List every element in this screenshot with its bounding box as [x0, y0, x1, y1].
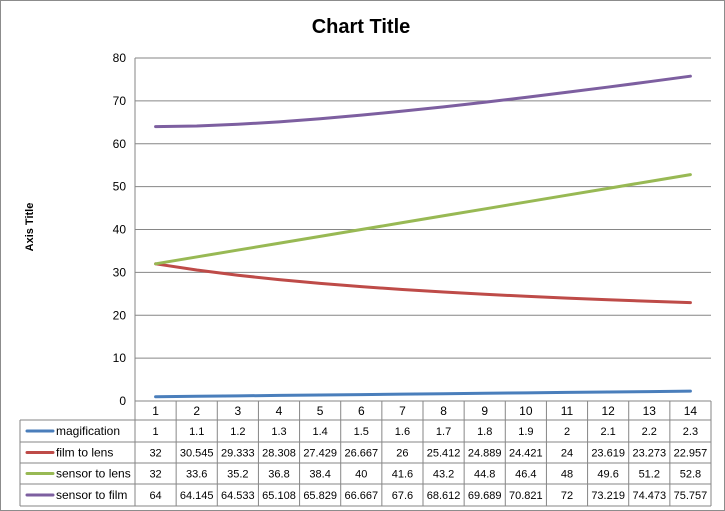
table-cell: 32	[149, 448, 161, 460]
y-tick-label: 50	[113, 180, 127, 194]
table-cell: 73.219	[591, 490, 625, 502]
table-cell: 48	[561, 469, 573, 481]
table-cell: 65.108	[262, 490, 296, 502]
series-line	[154, 74, 692, 129]
legend-label: magification	[56, 424, 120, 438]
legend-label: sensor to film	[56, 488, 127, 502]
table-cell: 2.2	[642, 426, 657, 438]
table-cell: 30.545	[180, 448, 214, 460]
series-line	[154, 389, 692, 399]
table-cell: 65.829	[303, 490, 337, 502]
table-cell: 26	[396, 448, 408, 460]
table-cell: 24.421	[509, 448, 543, 460]
table-cell: 64	[149, 490, 161, 502]
y-axis-title: Axis Title	[24, 203, 36, 252]
series-lines	[154, 74, 692, 399]
legend-label: sensor to lens	[56, 467, 131, 481]
table-cell: 1.7	[436, 426, 451, 438]
table-cell: 23.619	[591, 448, 625, 460]
table-cell: 1.3	[271, 426, 286, 438]
x-tick-label: 5	[317, 404, 324, 418]
x-tick-label: 13	[643, 404, 657, 418]
x-tick-label: 1	[152, 404, 159, 418]
table-cell: 24.889	[468, 448, 502, 460]
x-tick-label: 12	[601, 404, 615, 418]
x-tick-label: 3	[235, 404, 242, 418]
table-cell: 35.2	[227, 469, 248, 481]
table-cell: 41.6	[392, 469, 413, 481]
x-tick-label: 7	[399, 404, 406, 418]
table-cell: 40	[355, 469, 367, 481]
table-cell: 51.2	[639, 469, 660, 481]
table-cell: 38.4	[309, 469, 330, 481]
table-cell: 1	[153, 426, 159, 438]
table-cell: 74.473	[632, 490, 666, 502]
table-cell: 52.8	[680, 469, 701, 481]
table-cell: 1.1	[189, 426, 204, 438]
table-cell: 29.333	[221, 448, 255, 460]
y-tick-label: 40	[113, 223, 127, 237]
x-tick-label: 10	[519, 404, 533, 418]
table-cell: 70.821	[509, 490, 543, 502]
table-cell: 36.8	[268, 469, 289, 481]
table-cell: 1.5	[354, 426, 369, 438]
table-cell: 26.667	[344, 448, 378, 460]
x-tick-label: 14	[684, 404, 698, 418]
table-cell: 28.308	[262, 448, 296, 460]
table-cell: 43.2	[433, 469, 454, 481]
table-cell: 68.612	[427, 490, 461, 502]
table-cell: 32	[149, 469, 161, 481]
table-cell: 1.2	[230, 426, 245, 438]
x-tick-label: 8	[440, 404, 447, 418]
table-cell: 67.6	[392, 490, 413, 502]
y-tick-label: 70	[113, 94, 127, 108]
gridlines	[134, 57, 711, 402]
table-cell: 66.667	[344, 490, 378, 502]
table-cell: 1.9	[518, 426, 533, 438]
table-cell: 1.6	[395, 426, 410, 438]
table-cell: 2.3	[683, 426, 698, 438]
table-cell: 69.689	[468, 490, 502, 502]
chart-title: Chart Title	[312, 16, 411, 38]
table-cell: 25.412	[427, 448, 461, 460]
table-cell: 46.4	[515, 469, 536, 481]
table-cell: 2	[564, 426, 570, 438]
table-cell: 72	[561, 490, 573, 502]
y-tick-label: 30	[113, 265, 127, 279]
series-line	[154, 262, 692, 305]
x-tick-label: 11	[561, 404, 574, 418]
y-axis-ticks: 0 10 20 30 40 50 60 70 80	[113, 51, 127, 408]
y-tick-label: 10	[113, 351, 127, 365]
table-cell: 22.957	[674, 448, 708, 460]
table-cell: 33.6	[186, 469, 207, 481]
table-cell: 64.533	[221, 490, 255, 502]
table-cell: 64.145	[180, 490, 214, 502]
x-tick-label: 9	[481, 404, 488, 418]
y-tick-label: 60	[113, 137, 127, 151]
y-tick-label: 80	[113, 51, 127, 65]
table-cell: 23.273	[632, 448, 666, 460]
table-cell: 75.757	[674, 490, 708, 502]
table-cell: 44.8	[474, 469, 495, 481]
x-tick-label: 6	[358, 404, 365, 418]
table-cell: 24	[561, 448, 573, 460]
table-cell: 49.6	[597, 469, 618, 481]
y-tick-label: 0	[119, 394, 126, 408]
table-cell: 2.1	[600, 426, 615, 438]
y-tick-label: 20	[113, 308, 127, 322]
table-cell: 1.8	[477, 426, 492, 438]
x-tick-label: 4	[276, 404, 283, 418]
table-cell: 27.429	[303, 448, 337, 460]
table-cell: 1.4	[312, 426, 327, 438]
series-line	[154, 173, 692, 266]
legend-label: film to lens	[56, 446, 113, 460]
x-tick-label: 2	[193, 404, 200, 418]
